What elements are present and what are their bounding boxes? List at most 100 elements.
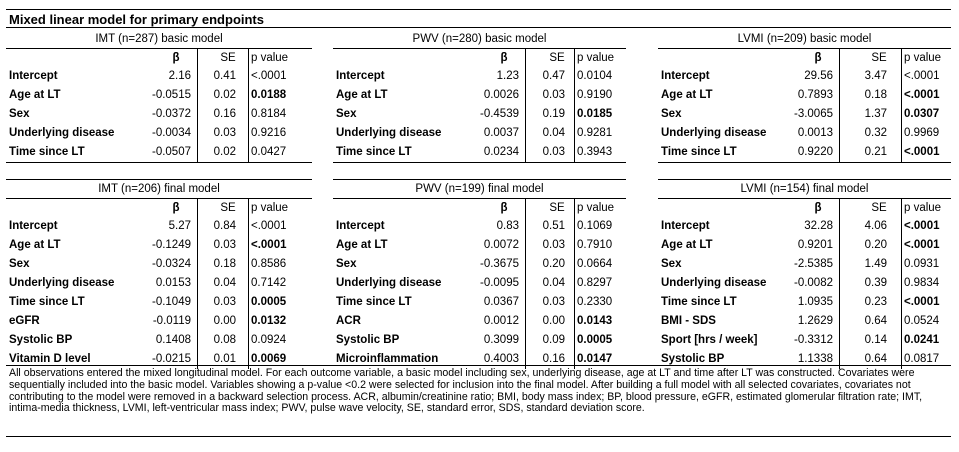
beta-column-header: β [172, 202, 180, 214]
table-row: Systolic BP 1.1338 0.64 0.0817 [658, 350, 951, 369]
table-row: Intercept 1.23 0.47 0.0104 [333, 67, 626, 86]
se-column-header: SE [549, 202, 565, 214]
row-label: Sex [9, 258, 30, 270]
se-value: 0.18 [864, 89, 887, 101]
beta-value: -0.0095 [479, 277, 519, 289]
table-row: Intercept 5.27 0.84 <.0001 [6, 217, 312, 236]
model-panel: PWV (n=199) final model β SE p value Interce… [333, 179, 626, 369]
row-label: Intercept [336, 220, 385, 232]
p-value: 0.9216 [251, 127, 287, 139]
p-value-column-header: p value [904, 52, 942, 64]
row-label: Sex [9, 108, 30, 120]
panel-header: PWV (n=199) final model [333, 180, 626, 199]
p-value: <.0001 [251, 220, 287, 232]
footnote: All observations entered the mixed longi… [6, 365, 951, 437]
p-value: 0.7910 [577, 239, 613, 251]
row-label: Intercept [336, 70, 385, 82]
model-panel: IMT (n=287) basic model β SE p value Interce… [6, 30, 312, 163]
beta-value: 1.0935 [797, 296, 833, 308]
table-row: Age at LT -0.0515 0.02 0.0188 [6, 86, 312, 105]
table-row: Age at LT -0.1249 0.03 <.0001 [6, 236, 312, 255]
table-row: Sport [hrs / week] -0.3312 0.14 0.0241 [658, 331, 951, 350]
se-value: 0.20 [864, 239, 887, 251]
model-panel: PWV (n=280) basic model β SE p value Interce… [333, 30, 626, 163]
row-label: Age at LT [9, 89, 61, 101]
beta-value: 0.0367 [483, 296, 519, 308]
row-label: Sex [336, 108, 357, 120]
se-value: 4.06 [864, 220, 887, 232]
beta-value: -2.5385 [793, 258, 833, 270]
beta-value: -0.0119 [152, 315, 191, 327]
row-label: Sex [661, 258, 682, 270]
beta-column-header: β [500, 202, 508, 214]
table-row: BMI - SDS 1.2629 0.64 0.0524 [658, 312, 951, 331]
se-value: 0.04 [542, 277, 565, 289]
p-value-column-header: p value [251, 202, 289, 214]
beta-value: 0.1408 [155, 334, 191, 346]
se-value: 0.16 [213, 108, 236, 120]
row-label: Systolic BP [9, 334, 73, 346]
se-value: 1.37 [864, 108, 887, 120]
p-value: 0.7142 [251, 277, 287, 289]
beta-value: -3.0065 [793, 108, 833, 120]
p-value: <.0001 [904, 89, 940, 101]
model-panel: LVMI (n=154) final model β SE p value Interc… [658, 179, 951, 369]
table-row: Systolic BP 0.1408 0.08 0.0924 [6, 331, 312, 350]
panel-header: IMT (n=206) final model [6, 180, 312, 199]
beta-value: 0.0026 [483, 89, 519, 101]
table-row: Intercept 29.56 3.47 <.0001 [658, 67, 951, 86]
table-row: Sex -2.5385 1.49 0.0931 [658, 255, 951, 274]
row-label: Time since LT [9, 146, 85, 158]
se-value: 0.03 [542, 296, 565, 308]
table-row: Time since LT -0.0507 0.02 0.0427 [6, 143, 312, 162]
se-value: 0.01 [213, 353, 236, 365]
beta-value: 2.16 [168, 70, 191, 82]
p-value: 0.0924 [251, 334, 287, 346]
se-value: 0.47 [542, 70, 565, 82]
p-value-column-header: p value [251, 52, 289, 64]
table-row: ACR 0.0012 0.00 0.0143 [333, 312, 626, 331]
row-label: BMI - SDS [661, 315, 716, 327]
table-row: Time since LT 0.0367 0.03 0.2330 [333, 293, 626, 312]
beta-column-header: β [814, 202, 822, 214]
beta-value: 1.1338 [797, 353, 833, 365]
se-column-header: SE [220, 52, 236, 64]
p-value: 0.0188 [251, 89, 287, 101]
beta-value: 0.9220 [797, 146, 833, 158]
panel-bottom-rule [658, 162, 951, 163]
p-value: 0.0307 [904, 108, 940, 120]
p-value: <.0001 [904, 239, 940, 251]
se-value: 1.49 [864, 258, 887, 270]
table-row: Underlying disease 0.0037 0.04 0.9281 [333, 124, 626, 143]
row-label: Underlying disease [9, 277, 115, 289]
table-row: Sex -0.0324 0.18 0.8586 [6, 255, 312, 274]
se-value: 0.51 [542, 220, 565, 232]
p-value: 0.0069 [251, 353, 287, 365]
p-column-rule [901, 49, 902, 162]
row-label: Microinflammation [336, 353, 439, 365]
row-label: Time since LT [336, 296, 412, 308]
beta-value: 0.0013 [797, 127, 833, 139]
panel-header: LVMI (n=154) final model [658, 180, 951, 199]
p-value: 0.0931 [904, 258, 940, 270]
se-value: 0.03 [213, 239, 236, 251]
table-row: Underlying disease 0.0013 0.32 0.9969 [658, 124, 951, 143]
panel-header: LVMI (n=209) basic model [658, 30, 951, 49]
table-row: Age at LT 0.0072 0.03 0.7910 [333, 236, 626, 255]
panel-top-rule [333, 179, 626, 180]
se-value: 0.02 [213, 146, 236, 158]
row-label: Age at LT [336, 89, 388, 101]
beta-column-header: β [500, 52, 508, 64]
beta-value: -0.0324 [151, 258, 191, 270]
se-value: 0.14 [864, 334, 887, 346]
beta-value: -0.0372 [151, 108, 191, 120]
p-value: 0.0817 [904, 353, 940, 365]
panel-bottom-rule [333, 162, 626, 163]
beta-value: 0.0072 [483, 239, 519, 251]
beta-value: 0.0012 [483, 315, 519, 327]
p-value: 0.9190 [577, 89, 613, 101]
beta-value: 1.2629 [797, 315, 833, 327]
se-value: 0.03 [542, 239, 565, 251]
se-value: 0.21 [864, 146, 887, 158]
table-title: Mixed linear model for primary endpoints [6, 9, 951, 28]
